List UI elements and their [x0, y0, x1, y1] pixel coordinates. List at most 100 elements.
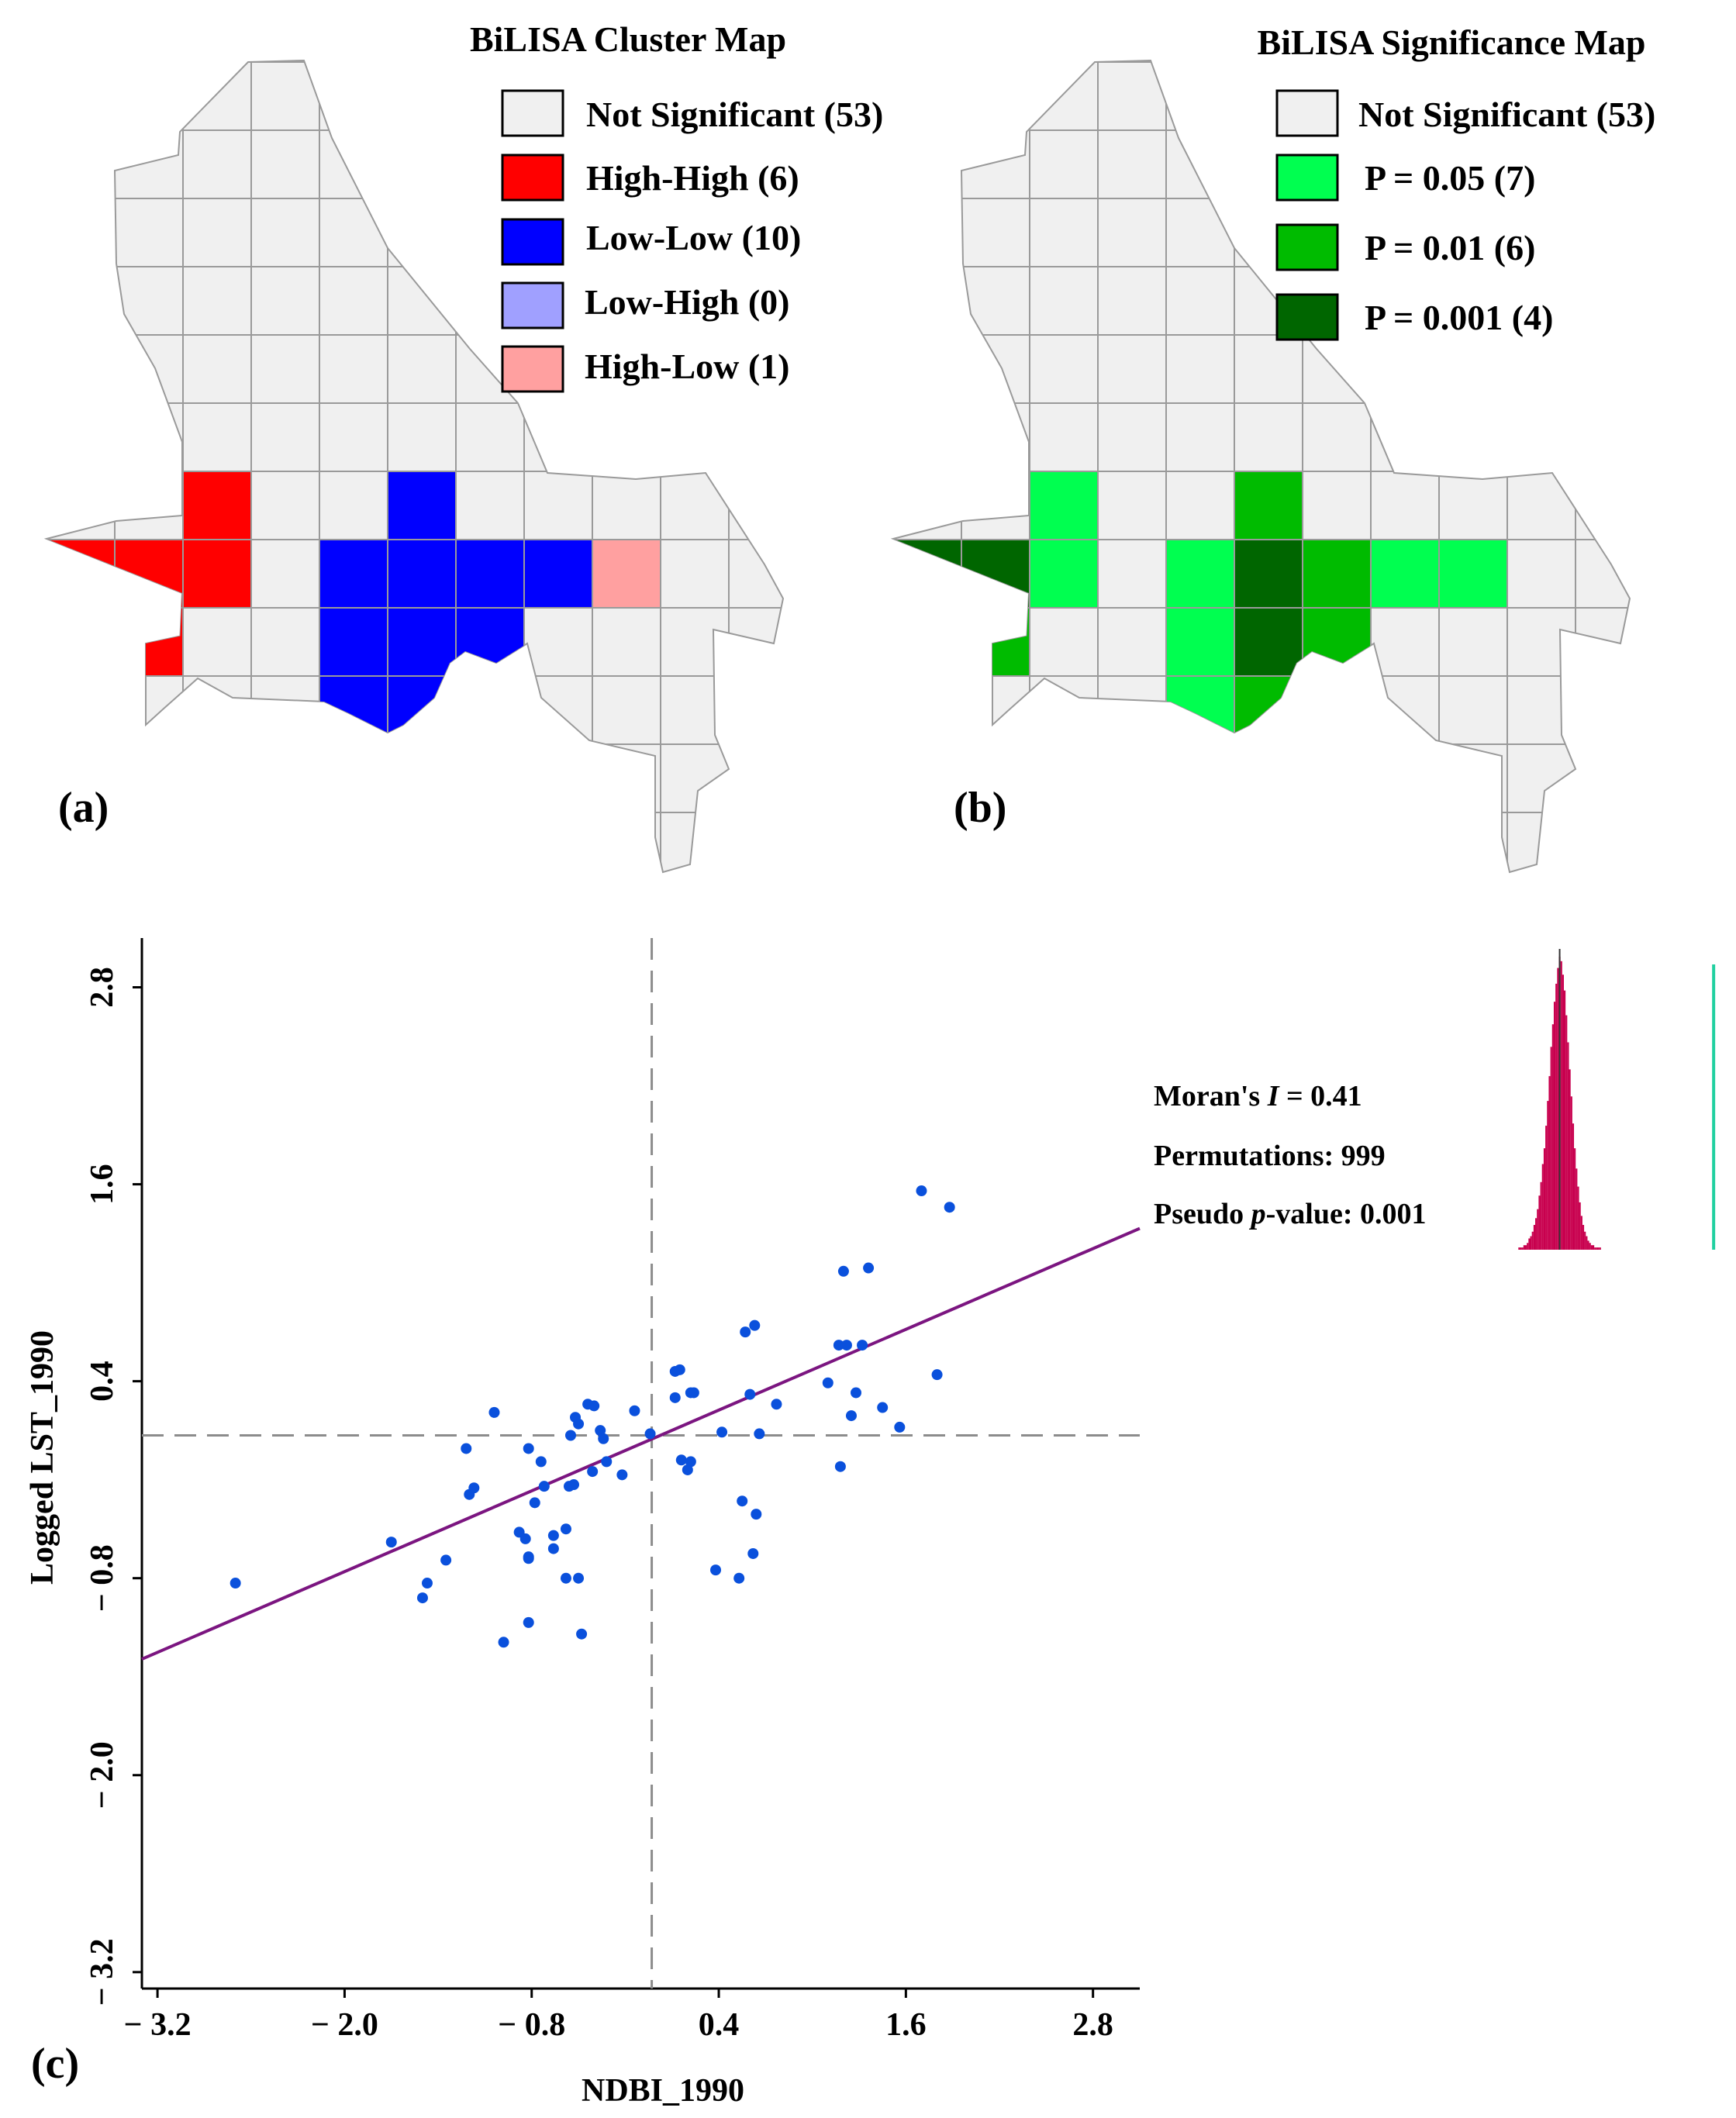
map-cell-p01 — [1234, 471, 1303, 540]
histogram-bar — [1562, 974, 1564, 1250]
histogram-bar — [1550, 1047, 1552, 1250]
map-cell-p001 — [893, 540, 961, 608]
map-cell-hh — [47, 540, 115, 608]
legend-item: P = 0.001 (4) — [1275, 293, 1553, 341]
map-cell-p001 — [961, 540, 1030, 608]
histogram-bar — [1520, 1247, 1522, 1250]
scatter-point — [440, 1554, 452, 1566]
histogram-bar — [1543, 1148, 1546, 1250]
legend-item: High-Low (1) — [501, 345, 790, 393]
scatter-point — [754, 1428, 765, 1440]
histogram-bar — [1565, 1015, 1568, 1250]
scatter-point — [629, 1405, 640, 1416]
histogram-bar — [1540, 1181, 1542, 1250]
histogram-bar — [1555, 983, 1558, 1250]
histogram-bar — [1594, 1247, 1596, 1250]
map-cell-p05 — [1166, 540, 1234, 608]
scatter-point — [916, 1185, 927, 1197]
permutation-histogram — [1518, 949, 1716, 1250]
scatter-point — [669, 1392, 681, 1403]
legend-item: Low-Low (10) — [501, 218, 801, 266]
scatter-point — [573, 1572, 585, 1584]
significance-map-panel: BiLISA Significance Map Not Significant … — [890, 22, 1655, 874]
histogram-bar — [1590, 1245, 1593, 1250]
y-tick-label: − 0.8 — [85, 1544, 120, 1612]
map-cell-ll — [319, 608, 388, 676]
legend-label: Not Significant (53) — [1358, 95, 1655, 134]
significance-map-title: BiLISA Significance Map — [1258, 22, 1646, 62]
legend-swatch — [1275, 154, 1339, 202]
map-cell-ll — [388, 676, 456, 744]
map-cell-p05 — [1439, 540, 1507, 608]
scatter-point — [523, 1443, 534, 1454]
legend-label: Not Significant (53) — [586, 95, 883, 134]
legend-label: High-Low (1) — [585, 347, 790, 386]
histogram-bar — [1535, 1218, 1538, 1250]
scatter-point — [682, 1464, 693, 1475]
histogram-bar — [1589, 1243, 1591, 1250]
map-cell-p01 — [1234, 676, 1303, 744]
scatter-point — [675, 1454, 687, 1466]
scatter-point — [616, 1469, 628, 1481]
legend-swatch — [501, 345, 564, 393]
legend-label: P = 0.001 (4) — [1365, 298, 1553, 337]
scatter-point — [565, 1430, 577, 1441]
map-cell-hh — [115, 540, 183, 608]
scatter-point — [560, 1523, 571, 1535]
scatter-point — [894, 1421, 906, 1433]
scatter-point — [851, 1387, 862, 1399]
scatter-point — [747, 1547, 759, 1559]
histogram-bar — [1579, 1202, 1581, 1250]
x-tick-label: − 0.8 — [498, 2007, 565, 2043]
map-cell-p05 — [1030, 540, 1098, 608]
legend-label: Low-High (0) — [585, 282, 790, 322]
scatter-point — [547, 1530, 559, 1541]
map-cell-p001 — [1234, 540, 1303, 608]
scatter-point — [674, 1364, 685, 1375]
scatter-point — [519, 1533, 531, 1544]
scatter-point — [857, 1340, 868, 1351]
map-cell-ll — [388, 471, 456, 540]
map-cell-ll — [319, 540, 388, 608]
legend-label: P = 0.01 (6) — [1365, 228, 1535, 267]
scatter-point — [422, 1578, 433, 1589]
map-cell-p01 — [893, 608, 961, 676]
scatter-point — [488, 1406, 500, 1418]
y-tick-label: 2.8 — [85, 967, 120, 1008]
scatter-point — [834, 1461, 846, 1472]
panel-label-a: (a) — [58, 784, 109, 832]
scatter-point — [529, 1497, 540, 1509]
histogram-bar — [1557, 968, 1559, 1250]
histogram-bar — [1541, 1164, 1544, 1250]
histogram-bar — [1548, 1076, 1551, 1250]
scatter-point — [710, 1564, 722, 1576]
map-cell-p01 — [961, 608, 1030, 676]
scatter-point — [840, 1340, 852, 1351]
scatter-plot-area: − 3.2 − 2.0 − 0.8 0.4 1.6 2.8 − 3.2 − 2.0 − 0.8 0… — [85, 938, 1141, 2043]
histogram-bar — [1521, 1247, 1524, 1250]
scatter-point — [644, 1428, 656, 1440]
map-cell-p05 — [1371, 540, 1439, 608]
y-tick-label: − 2.0 — [85, 1741, 120, 1809]
scatter-point — [744, 1388, 756, 1400]
map-cell-ll — [456, 540, 524, 608]
scatter-point — [595, 1425, 606, 1437]
histogram-bar — [1533, 1225, 1536, 1250]
histogram-bar — [1527, 1243, 1529, 1250]
legend-swatch — [501, 89, 564, 137]
histogram-bar — [1574, 1148, 1576, 1250]
map-cell-ll — [319, 676, 388, 744]
histogram-bar — [1572, 1123, 1575, 1250]
scatter-panel: − 3.2 − 2.0 − 0.8 0.4 1.6 2.8 − 3.2 − 2.0 − 0.8 0… — [25, 938, 1716, 2109]
histogram-bar — [1592, 1245, 1595, 1250]
x-tick-label: 2.8 — [1072, 2007, 1113, 2043]
histogram-bar — [1584, 1231, 1586, 1250]
scatter-point — [385, 1537, 397, 1548]
scatter-point — [588, 1400, 600, 1412]
histogram-bar — [1537, 1209, 1539, 1250]
scatter-point — [535, 1456, 547, 1468]
histogram-bar — [1580, 1216, 1582, 1250]
scatter-point — [573, 1418, 585, 1430]
legend-label: P = 0.05 (7) — [1365, 158, 1535, 198]
map-cell-ll — [456, 608, 524, 676]
